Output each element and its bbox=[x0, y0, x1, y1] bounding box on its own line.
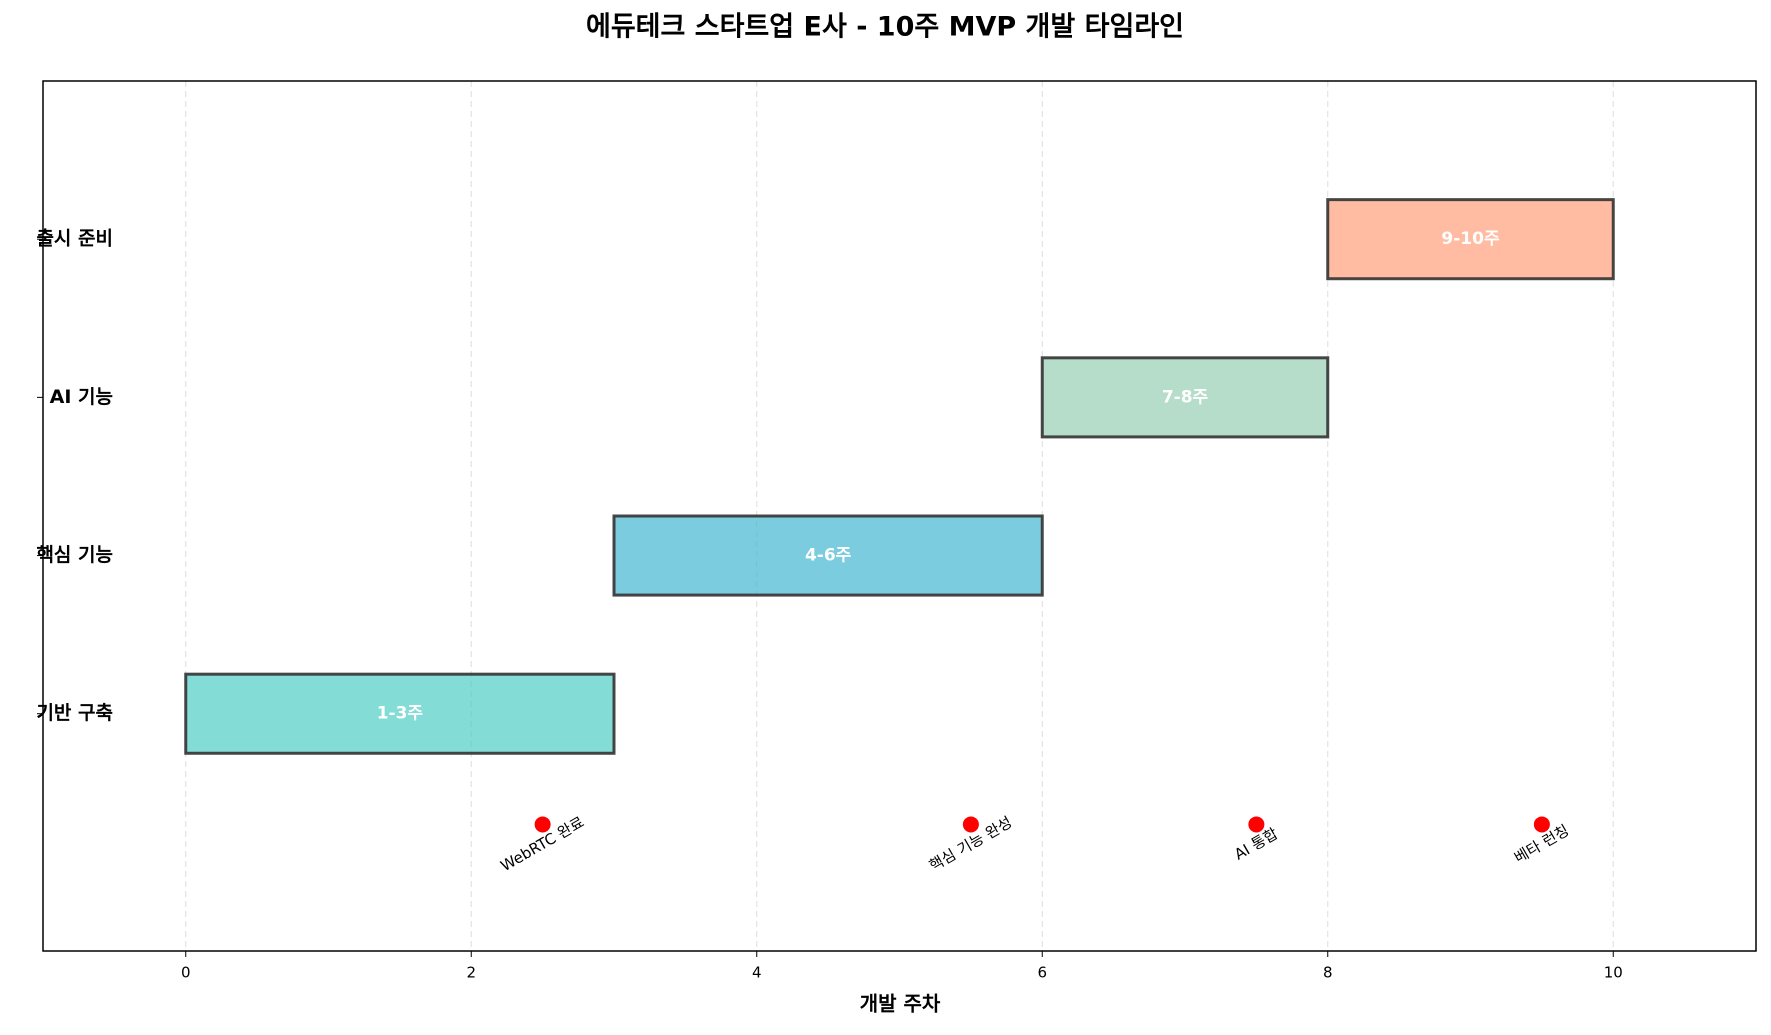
plot-frame bbox=[42, 80, 1757, 952]
task-bar bbox=[1326, 198, 1615, 281]
y-tick-label: 기반 구축 bbox=[36, 702, 113, 724]
y-tick-label: 출시 준비 bbox=[36, 228, 113, 250]
x-tick-label: 4 bbox=[752, 964, 762, 982]
x-tick-label: 0 bbox=[181, 964, 191, 982]
task-bar bbox=[612, 514, 1044, 597]
y-tick-label: AI 기능 bbox=[50, 386, 113, 408]
bar-label: 1-3주 bbox=[377, 704, 424, 724]
task-bar bbox=[1040, 356, 1330, 439]
milestone bbox=[534, 816, 551, 833]
x-tick-label: 8 bbox=[1323, 964, 1333, 982]
milestone bbox=[962, 816, 979, 833]
y-tick-label: 핵심 기능 bbox=[36, 544, 113, 566]
bar-label: 9-10주 bbox=[1441, 229, 1500, 249]
chart-title: 에듀테크 스타트업 E사 - 10주 MVP 개발 타임라인 bbox=[586, 12, 1184, 43]
x-tick-label: 2 bbox=[466, 964, 476, 982]
bar-label: 4-6주 bbox=[805, 546, 852, 566]
x-axis-label: 개발 주차 bbox=[860, 992, 941, 1016]
milestone bbox=[1248, 816, 1265, 833]
x-tick-label: 6 bbox=[1037, 964, 1047, 982]
task-bar bbox=[184, 672, 616, 755]
x-tick-label: 10 bbox=[1604, 964, 1623, 982]
milestone bbox=[1533, 816, 1550, 833]
bar-label: 7-8주 bbox=[1162, 387, 1209, 407]
